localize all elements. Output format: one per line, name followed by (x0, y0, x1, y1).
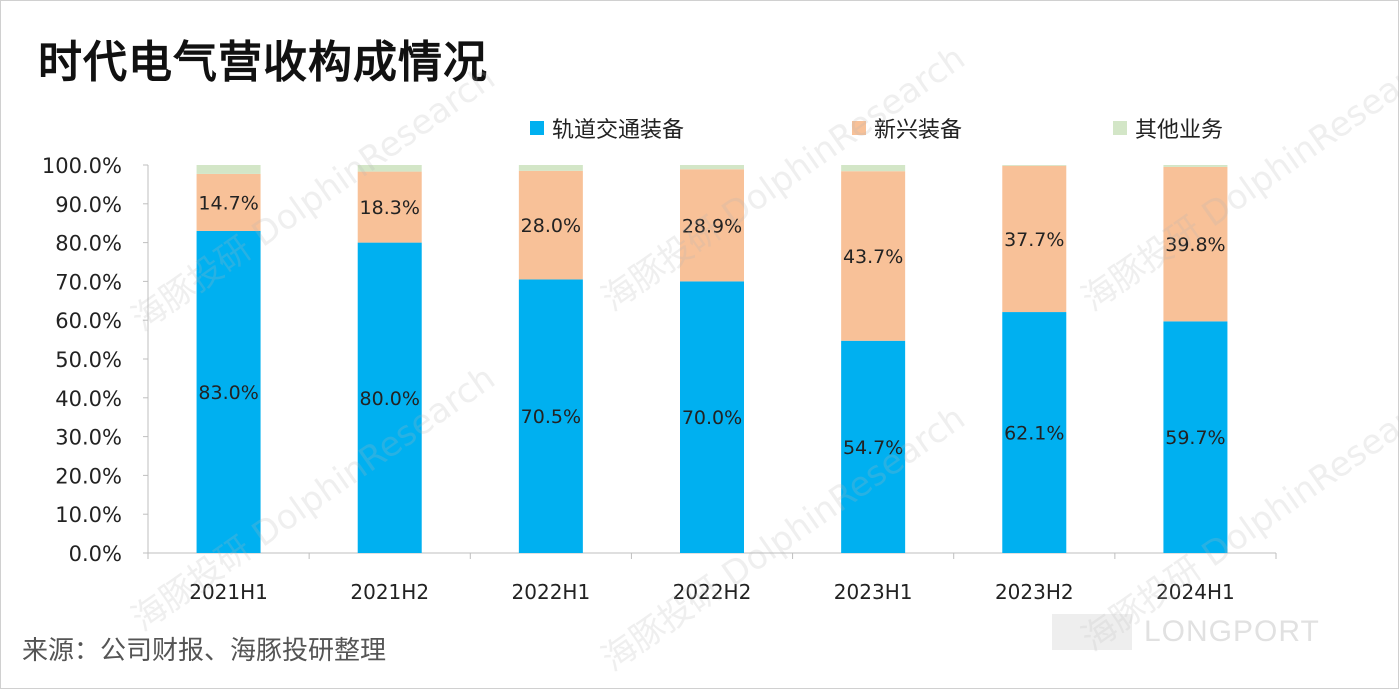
data-label: 62.1% (1004, 423, 1064, 445)
bar-segment (518, 170, 583, 280)
bar-segment (680, 281, 744, 553)
y-tick-label: 20.0% (55, 464, 122, 488)
y-tick-label: 50.0% (55, 348, 122, 372)
data-label: 28.9% (682, 215, 742, 237)
legend-label-emerging: 新兴装备 (874, 118, 963, 143)
bar-segment (357, 165, 422, 172)
bar-segment (1002, 165, 1067, 166)
data-label: 70.0% (682, 407, 742, 429)
legend-swatch-rail (530, 121, 544, 135)
legend-swatch-other (1113, 121, 1127, 135)
source-note: 来源：公司财报、海豚投研整理 (22, 636, 387, 666)
y-tick-label: 10.0% (55, 503, 122, 527)
logo-mark-icon (1052, 614, 1132, 650)
legend-swatch-emerging (852, 121, 866, 135)
bar-segment (1002, 165, 1067, 313)
x-tick-label: 2021H1 (189, 580, 268, 604)
y-tick-label: 90.0% (55, 193, 122, 217)
legend: 轨道交通装备 新兴装备 其他业务 (0, 112, 1399, 148)
data-label: 83.0% (198, 382, 258, 404)
y-tick-label: 40.0% (55, 387, 122, 411)
x-tick-label: 2021H2 (350, 580, 429, 604)
bar-segment (841, 340, 906, 553)
y-tick-label: 100.0% (42, 154, 122, 178)
data-label: 18.3% (360, 197, 420, 219)
legend-item-rail: 轨道交通装备 (530, 112, 684, 144)
chart-title: 时代电气营收构成情况 (38, 37, 488, 88)
x-tick-label: 2022H2 (673, 580, 752, 604)
bar-segment (518, 279, 583, 553)
bar-segment (196, 230, 261, 553)
y-tick-label: 30.0% (55, 426, 122, 450)
legend-label-other: 其他业务 (1135, 118, 1224, 143)
bar-segment (841, 165, 906, 172)
bar-segment (196, 173, 261, 231)
bar-segment (1163, 165, 1228, 167)
bar-segment (841, 171, 906, 341)
data-label: 37.7% (1004, 229, 1064, 251)
bar-segment (1163, 321, 1228, 553)
data-label: 39.8% (1165, 234, 1225, 256)
logo-text: LONGPORT (1144, 615, 1320, 648)
legend-label-rail: 轨道交通装备 (552, 118, 685, 143)
y-tick-label: 80.0% (55, 232, 122, 256)
legend-item-emerging: 新兴装备 (852, 112, 962, 144)
bar-segment (680, 169, 744, 282)
data-label: 43.7% (843, 246, 903, 268)
data-label: 54.7% (843, 437, 903, 459)
y-tick-label: 0.0% (69, 542, 122, 566)
legend-item-other: 其他业务 (1113, 112, 1223, 144)
longport-logo: LONGPORT (1052, 614, 1320, 650)
x-tick-label: 2022H1 (512, 580, 591, 604)
bar-segment (357, 171, 422, 243)
y-tick-label: 60.0% (55, 309, 122, 333)
data-label: 14.7% (198, 192, 258, 214)
bar-segment (518, 165, 583, 171)
bar-segment (1163, 166, 1228, 322)
bar-segment (196, 165, 261, 174)
data-label: 80.0% (360, 388, 420, 410)
bar-segment (680, 165, 744, 170)
x-tick-label: 2024H1 (1156, 580, 1235, 604)
bar-segment (357, 242, 422, 553)
data-label: 59.7% (1165, 427, 1225, 449)
y-tick-label: 70.0% (55, 270, 122, 294)
data-label: 70.5% (521, 406, 581, 428)
bar-segment (1002, 312, 1067, 553)
x-tick-label: 2023H2 (995, 580, 1074, 604)
x-tick-label: 2023H1 (834, 580, 913, 604)
data-label: 28.0% (521, 215, 581, 237)
